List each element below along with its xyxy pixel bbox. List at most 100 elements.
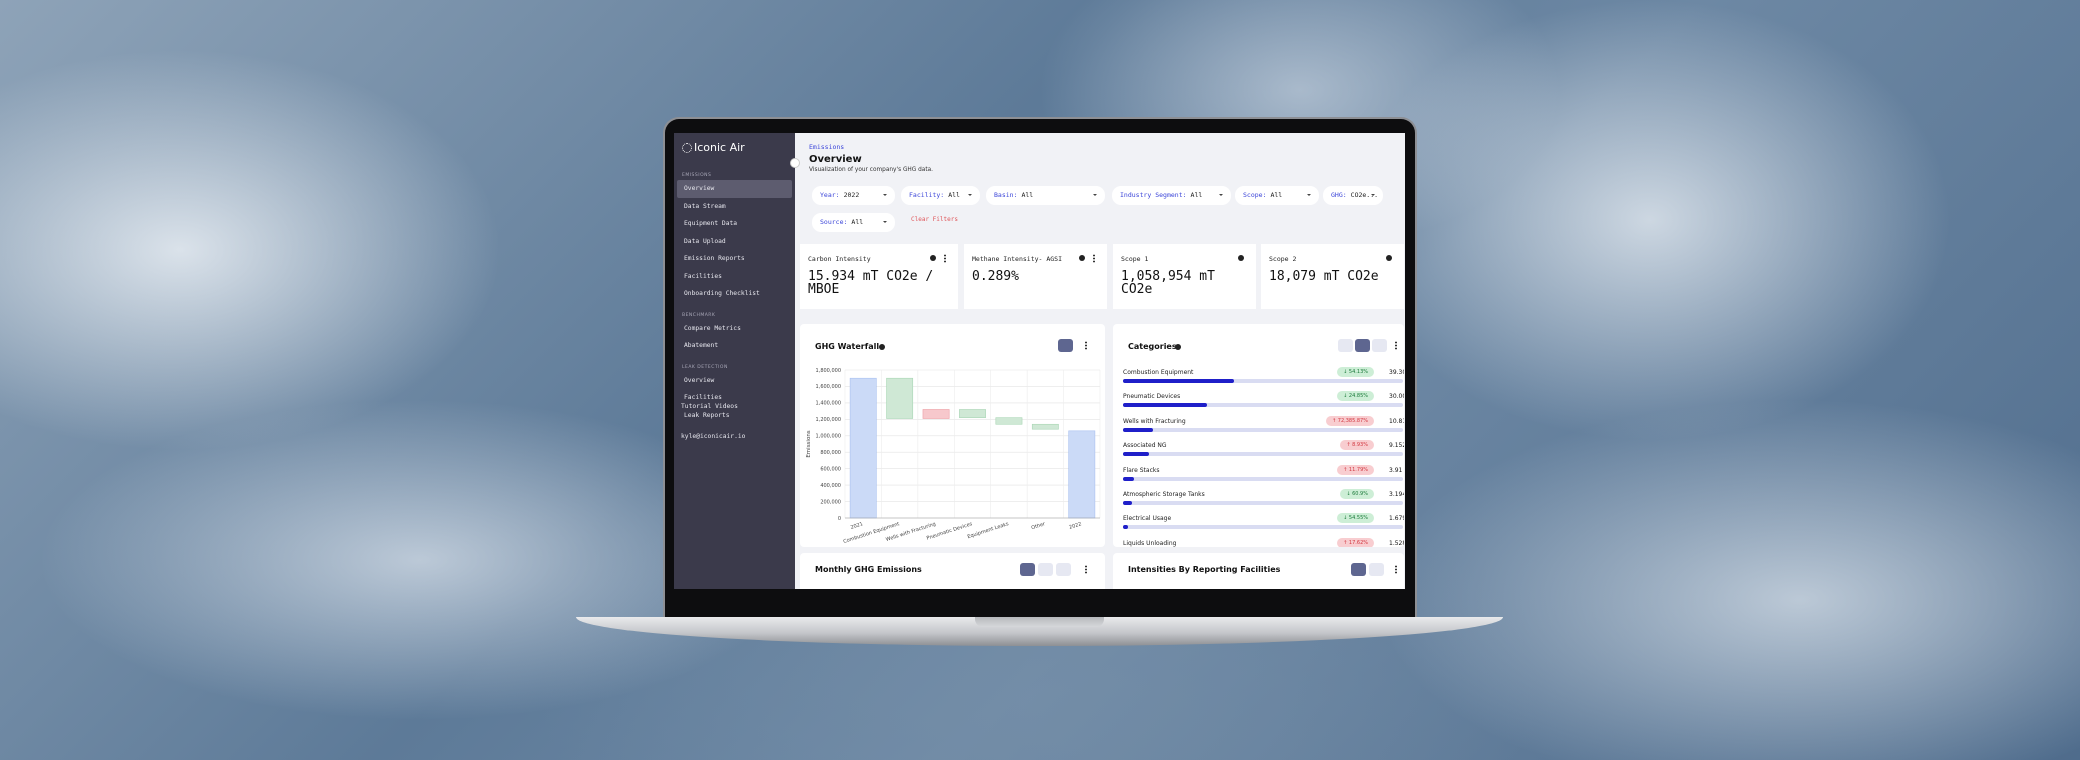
category-name: Flare Stacks [1123, 466, 1160, 474]
nav-item[interactable]: Overview [684, 376, 715, 384]
help-icon[interactable] [930, 255, 936, 261]
category-row: Electrical Usage ↓ 54.55% 1.679 [1123, 513, 1404, 537]
nav-item[interactable]: Data Upload [684, 237, 726, 245]
bar-track [1123, 403, 1403, 408]
filter-dropdown[interactable]: Industry Segment: All [1112, 186, 1231, 205]
help-icon[interactable] [1079, 255, 1085, 261]
filter-dropdown[interactable]: Scope: All [1235, 186, 1319, 205]
card-title: Categories [1128, 342, 1177, 351]
nav-item[interactable]: Facilities [684, 394, 722, 401]
kpi-card: Methane Intensity- AGSI 0.289% [964, 244, 1107, 309]
card-title: Intensities By Reporting Facilities [1128, 565, 1281, 574]
menu-button[interactable] [1085, 565, 1087, 574]
filter-dropdown[interactable]: Facility: All [901, 186, 980, 205]
view-grid[interactable] [1338, 339, 1353, 352]
filter-value: 2022 [843, 191, 860, 199]
nav: EMISSIONS Overview Data Stream Equipment Da… [674, 163, 795, 424]
sort-up[interactable] [1351, 563, 1366, 576]
sidebar: Iconic Air EMISSIONS Overview Data Stream E… [674, 133, 795, 589]
chart-toggle[interactable] [1058, 339, 1073, 352]
nav-item[interactable]: Onboarding Checklist [684, 290, 760, 297]
bar-track [1123, 379, 1403, 383]
category-name: Associated NG [1123, 442, 1167, 450]
kpi-label: Scope 1 [1121, 255, 1149, 263]
filter-value: All [1270, 191, 1283, 199]
screen: Iconic Air EMISSIONS Overview Data Stream E… [674, 133, 1405, 589]
category-row: Flare Stacks ↑ 11.79% 3.91 [1123, 464, 1404, 489]
kpi-card: Carbon Intensity 15.934 mT CO2e / MBOE [800, 244, 958, 309]
kpi-value: 18,079 mT CO2e [1269, 269, 1379, 284]
help-icon[interactable] [1238, 255, 1244, 261]
x-tick-label: 2022 [1068, 521, 1082, 531]
sort-down[interactable] [1369, 563, 1384, 576]
bar-track [1123, 501, 1403, 505]
page-subtitle: Visualization of your company's GHG data… [809, 167, 934, 173]
view-bars[interactable] [1355, 339, 1370, 352]
y-axis-label: Emissions [806, 430, 812, 457]
nav-item[interactable]: Abatement [684, 342, 719, 349]
category-value: 39.3081 [1389, 369, 1404, 376]
laptop-notch [975, 617, 1104, 627]
filter-dropdown[interactable]: Basin: All [986, 186, 1105, 205]
menu-button[interactable] [1395, 565, 1397, 574]
breadcrumb[interactable]: Emissions [809, 143, 845, 151]
menu-button[interactable] [1395, 341, 1397, 350]
help-icon[interactable] [1386, 255, 1392, 261]
y-tick-label: 1,600,000 [816, 384, 841, 390]
waterfall-bar [959, 409, 986, 418]
kpi-label: Scope 2 [1269, 255, 1297, 263]
filter-dropdown[interactable]: Source: All [812, 213, 895, 232]
menu-button[interactable] [944, 254, 946, 263]
category-row: Wells with Fracturing ↑ 72,385.87% 10.812 [1123, 415, 1404, 440]
change-badge: ↑ 8.93% [1340, 440, 1374, 451]
bar-track [1123, 452, 1403, 457]
category-value: 9.152 [1389, 442, 1404, 450]
change-badge: ↑ 11.79% [1337, 464, 1374, 475]
nav-item[interactable]: Leak Reports [684, 411, 730, 419]
nav-item[interactable]: Data Stream [684, 202, 726, 210]
menu-button[interactable] [1093, 254, 1095, 263]
filter-label: Scope: [1243, 191, 1267, 199]
category-bar [1123, 379, 1234, 383]
nav-section-title: EMISSIONS [682, 173, 712, 178]
category-row: Combustion Equipment ↓ 54.13% 39.3081 [1123, 367, 1404, 391]
kpi-card: Scope 2 18,079 mT CO2e [1261, 244, 1404, 309]
filter-value: All [948, 191, 960, 199]
filter-label: Source: [820, 218, 848, 226]
help-icon[interactable] [1175, 344, 1181, 350]
x-tick-label: 2021 [850, 521, 864, 531]
category-value: 3.194 [1389, 491, 1404, 498]
user-menu[interactable]: kyle@iconicair.io [681, 433, 746, 440]
waterfall-chart: 0 200,000 400,000 600,000 800,000 1,000,000 1,… [806, 368, 1101, 545]
collapse-button[interactable] [790, 158, 800, 168]
x-tick-label: Other [1031, 521, 1047, 531]
change-badge: ↑ 72,385.87% [1326, 415, 1374, 426]
nav-item[interactable]: Facilities [684, 272, 722, 280]
filter-dropdown[interactable]: Year: 2022 [812, 186, 895, 205]
kpi-label: Carbon Intensity [808, 255, 871, 263]
menu-button[interactable] [1085, 341, 1087, 350]
filter-dropdown[interactable]: GHG: CO2e... [1323, 186, 1383, 205]
nav-item[interactable]: Overview [677, 180, 792, 198]
nav-item[interactable]: Compare Metrics [684, 324, 741, 332]
chart-bar[interactable] [1056, 563, 1071, 576]
clear-filters[interactable]: Clear Filters [911, 216, 958, 223]
help-icon[interactable] [879, 344, 885, 350]
y-tick-label: 1,800,000 [816, 368, 841, 374]
x-tick-label: Equipment Leaks [967, 521, 1010, 540]
nav-item[interactable]: Equipment Data [684, 220, 738, 227]
page-title: Overview [809, 154, 862, 165]
kpi-value: 1,058,954 mT CO2e [1121, 269, 1215, 297]
waterfall-bar [922, 409, 950, 419]
change-badge: ↓ 54.13% [1337, 367, 1374, 377]
y-tick-label: 0 [838, 516, 841, 522]
category-bar [1123, 452, 1149, 457]
chart-line[interactable] [1020, 563, 1035, 576]
chart-area[interactable] [1038, 563, 1053, 576]
nav-item[interactable]: Emission Reports [684, 255, 745, 262]
brand[interactable]: Iconic Air [682, 141, 745, 154]
view-pie[interactable] [1372, 339, 1387, 352]
tutorial-link[interactable]: Tutorial Videos [681, 403, 738, 410]
waterfall-bar [849, 377, 877, 519]
